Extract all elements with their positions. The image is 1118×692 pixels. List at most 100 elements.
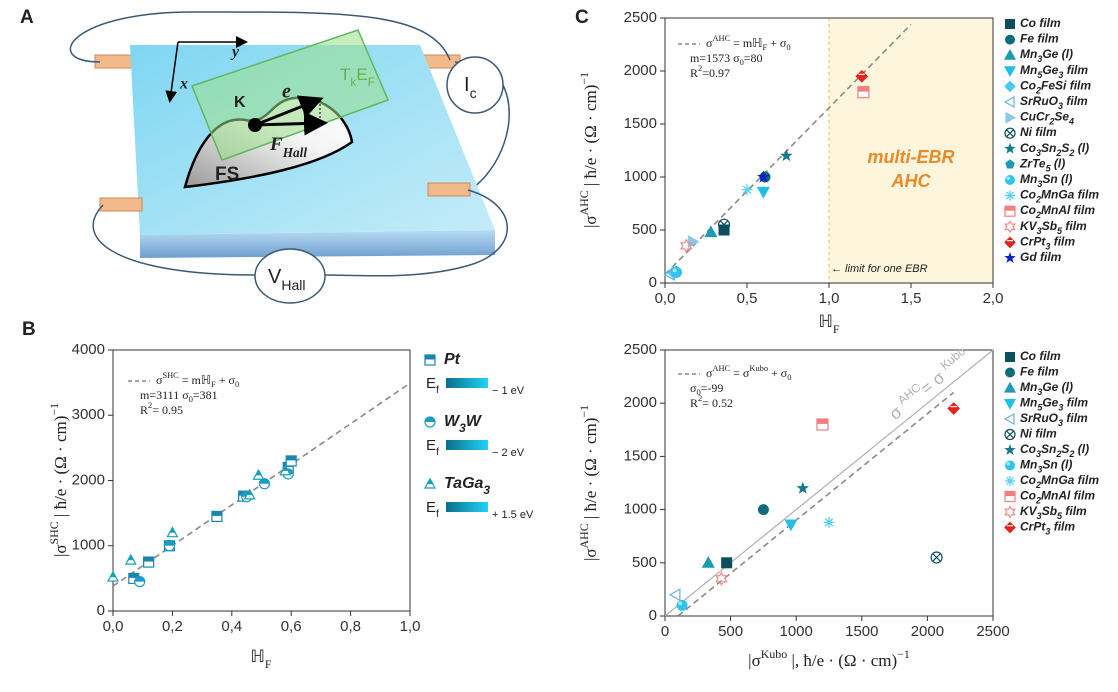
text-part: Fe film: [1020, 32, 1059, 46]
data-point: [676, 599, 688, 611]
ef-range: − 2 eV: [492, 447, 525, 459]
x-tick-label: 2,0: [983, 290, 1004, 307]
marker-shape: [715, 571, 728, 587]
data-point: [106, 570, 120, 582]
legend-marker: [1004, 127, 1016, 139]
text-part: Kubo: [761, 647, 787, 661]
data-point: [211, 510, 223, 522]
marker-shape: [1005, 352, 1015, 362]
legend-label: ZrTe5 (l): [1019, 157, 1065, 174]
marker-shape: [676, 599, 688, 611]
legend-label: Fe film: [1020, 365, 1059, 379]
marker-shape: [1005, 367, 1015, 378]
text-part: 3: [1058, 101, 1063, 111]
text-part: |σ: [581, 548, 600, 561]
annotation: σAHC = mℍF + σ0: [706, 34, 791, 52]
text-part: f: [436, 384, 439, 396]
marker-shape: [1005, 34, 1015, 45]
marker-shape: [796, 481, 810, 494]
legend-label: KV3Sb5 film: [1020, 219, 1087, 236]
text-part: σ: [706, 366, 713, 380]
text-part: Ge: [1042, 63, 1058, 77]
marker-shape: [143, 557, 154, 562]
legend-marker: [1004, 220, 1016, 234]
legend-label: Ni film: [1020, 427, 1057, 441]
x-axis-label: ℍF: [818, 312, 839, 336]
data-point: [930, 551, 943, 564]
legend-label: Fe film: [1020, 32, 1059, 46]
text-part: 3: [1036, 148, 1041, 158]
marker-shape: [1003, 48, 1017, 60]
legend-label: Mn5Ge3 film: [1020, 63, 1088, 80]
y-tick-label: 2000: [72, 471, 105, 488]
marker-shape: [701, 556, 715, 568]
axis-arrow: [165, 41, 179, 103]
label-tkef: TkEF: [340, 65, 375, 89]
legend-marker: [1004, 142, 1016, 154]
text-part: 2: [1068, 449, 1074, 459]
text-part: 2: [1035, 195, 1041, 205]
text-part: film: [1062, 219, 1087, 233]
ef-bar: [446, 378, 488, 388]
data-point: [124, 553, 137, 565]
text-part: Sn: [1041, 141, 1056, 155]
text-part: = 0.52: [702, 396, 733, 410]
text-part: TaGa: [444, 475, 484, 492]
fit-line: [664, 23, 912, 276]
text-part: 3: [1045, 527, 1050, 537]
text-part: 3: [1037, 387, 1042, 397]
text-part: Co: [1020, 141, 1036, 155]
x-axis-label: ℍF: [250, 647, 271, 671]
fit-line: [677, 391, 955, 617]
x-tick-label: 0,5: [737, 290, 758, 307]
text-part: film: [1062, 504, 1087, 518]
legend-marker: [1003, 95, 1015, 109]
legend-marker: [1005, 19, 1015, 29]
marker-shape: [1004, 444, 1016, 455]
current-source: [446, 56, 504, 114]
marker-shape: [255, 469, 263, 476]
x-axis-label: |σKubo |, ħ/e · (Ω · cm)−1: [748, 647, 910, 670]
text-part: 5: [1057, 226, 1063, 236]
text-part: |σ: [748, 651, 761, 670]
text-part: R: [140, 403, 148, 417]
data-point: [166, 526, 179, 538]
legend-label: Mn3Ge (l): [1020, 47, 1073, 64]
legend-label: Co2MnGa film: [1020, 188, 1099, 205]
data-point: [721, 557, 733, 569]
data-point: [704, 225, 718, 238]
legend-marker: [1003, 412, 1015, 426]
marker-shape: [756, 186, 770, 199]
x-tick-label: 1,5: [901, 290, 922, 307]
marker-shape: [1005, 111, 1017, 124]
x-tick-label: 1500: [845, 623, 878, 640]
text-part: F: [368, 75, 375, 89]
text-part: Sn: [1041, 442, 1056, 456]
x-tick-label: 0,8: [340, 618, 361, 635]
text-part: Sb: [1042, 504, 1057, 518]
text-part: 3: [1037, 179, 1042, 189]
y-axis-label: |σAHC | ħ/e · (Ω · cm)−1: [577, 405, 600, 561]
text-part: −1: [897, 647, 910, 661]
text-part: ℍ: [250, 647, 264, 666]
data-point: [258, 478, 271, 490]
text-part: F: [833, 322, 840, 336]
annotation: σAHC = σKubo + σ0: [706, 364, 791, 382]
text-part: Ge (l): [1042, 47, 1073, 61]
marker-shape: [1004, 127, 1016, 139]
data-point: [701, 556, 715, 568]
text-part: m=3111 σ: [140, 388, 189, 402]
text-part: 0: [740, 58, 744, 67]
text-part: −1: [577, 405, 591, 418]
marker-shape: [932, 553, 941, 562]
text-part: 0: [696, 388, 700, 397]
data-point: [784, 519, 798, 532]
marker-shape: [211, 511, 222, 516]
legend-marker: [1005, 34, 1015, 45]
text-part: (l): [1051, 157, 1066, 171]
text-part: 0: [189, 395, 193, 404]
legend-marker: [1004, 252, 1016, 263]
legend-label: KV3Sb5 film: [1020, 504, 1087, 521]
data-point: [823, 516, 835, 528]
legend-label: Gd film: [1020, 250, 1062, 264]
